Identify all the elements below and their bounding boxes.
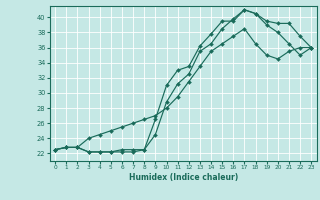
X-axis label: Humidex (Indice chaleur): Humidex (Indice chaleur) [129,173,238,182]
